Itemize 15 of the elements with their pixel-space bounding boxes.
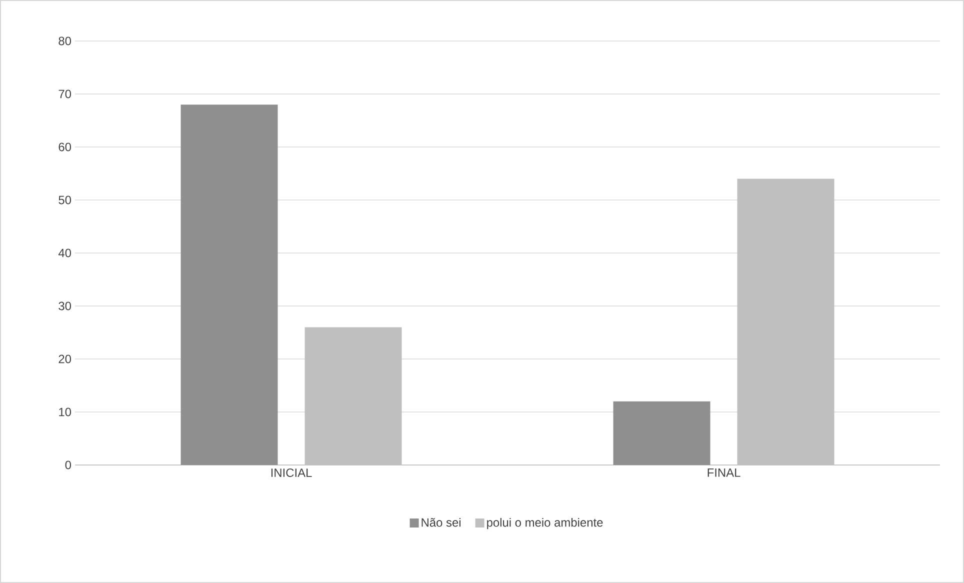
y-tick-label: 0 [65, 460, 72, 470]
y-tick-label: 80 [58, 36, 72, 46]
y-tick-label: 10 [59, 408, 72, 416]
x-tick-label: INICIAL [271, 468, 312, 477]
y-tick-label: 50 [58, 196, 72, 204]
y-tick-label: 20 [58, 354, 72, 364]
y-tick-label: 60 [58, 142, 72, 152]
bar [613, 401, 710, 465]
y-tick-label: 70 [58, 90, 72, 98]
x-tick-label: FINAL [708, 468, 740, 477]
bar [180, 104, 278, 465]
legend-label: Não sei [422, 518, 460, 527]
y-tick-label: 30 [58, 302, 72, 310]
y-tick-label: 40 [58, 248, 72, 258]
legend-label: polui o meio ambiente [487, 518, 603, 530]
